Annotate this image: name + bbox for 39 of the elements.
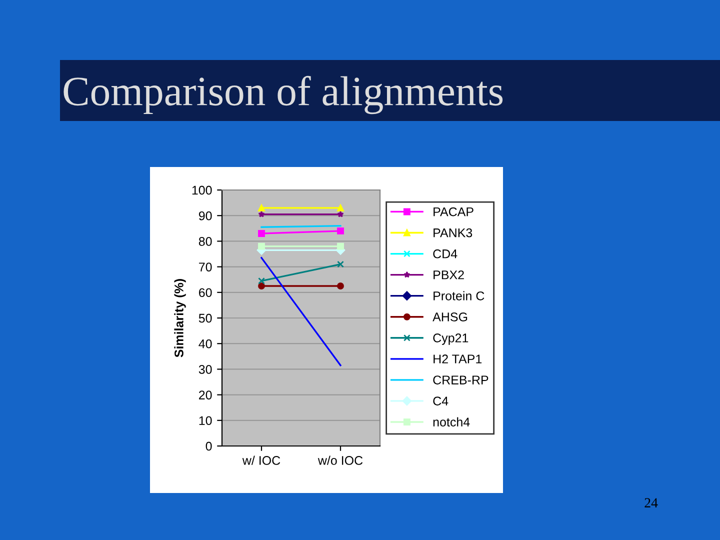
point <box>337 204 344 212</box>
point <box>258 242 265 250</box>
point <box>258 230 265 237</box>
x-tick-label: w/ IOC <box>242 456 280 465</box>
y-tick-label: 10 <box>199 416 212 426</box>
point <box>337 260 344 268</box>
legend-label: PACAP <box>434 207 474 216</box>
y-tick-label: 50 <box>198 314 212 323</box>
y-axis-title: Similarity (%) <box>174 279 186 358</box>
y-tick-label: 60 <box>199 288 212 298</box>
point <box>258 282 265 290</box>
point <box>337 282 344 290</box>
y-tick-label: 100 <box>192 186 212 195</box>
chart-title: Comparison of alignments <box>64 76 503 114</box>
y-tick-label: 40 <box>198 339 212 348</box>
point <box>337 227 344 234</box>
point <box>258 277 265 284</box>
y-tick-label: 0 <box>206 442 212 451</box>
point <box>337 210 344 218</box>
legend-label: PBX2 <box>434 270 464 280</box>
y-tick-label: 30 <box>198 365 212 374</box>
point <box>258 210 265 218</box>
legend-label: CREB-RP <box>433 376 488 384</box>
point <box>258 204 265 212</box>
legend-label: notch4 <box>433 417 470 426</box>
legend-label: Cyp21 <box>433 334 468 345</box>
y-tick-label: 80 <box>198 237 212 246</box>
x-tick-label: w/o IOC <box>318 456 363 465</box>
y-tick-label: 20 <box>199 390 212 400</box>
text: 24 <box>644 498 658 508</box>
legend-label: PANK3 <box>434 228 472 238</box>
legend-label: Protein C <box>434 291 484 300</box>
legend-label: C4 <box>433 396 448 406</box>
y-tick-label: 70 <box>199 262 212 272</box>
legend-label: CD4 <box>433 249 458 258</box>
legend-label: AHSG <box>432 312 468 322</box>
legend-label: H2 TAP1 <box>434 354 482 364</box>
y-tick-label: 90 <box>198 211 212 220</box>
point <box>337 242 344 250</box>
